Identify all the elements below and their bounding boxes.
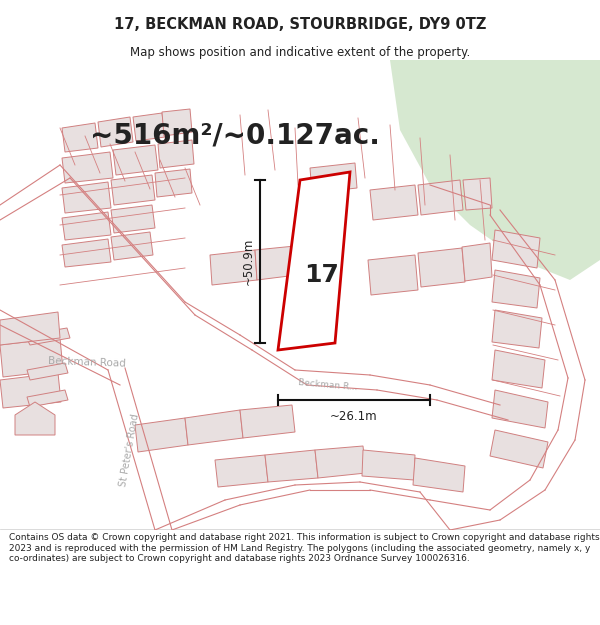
Polygon shape [310, 163, 357, 193]
Polygon shape [492, 390, 548, 428]
Text: 17, BECKMAN ROAD, STOURBRIDGE, DY9 0TZ: 17, BECKMAN ROAD, STOURBRIDGE, DY9 0TZ [114, 17, 486, 32]
Text: 17: 17 [305, 263, 340, 287]
Polygon shape [162, 109, 192, 136]
Polygon shape [490, 430, 548, 468]
Polygon shape [492, 230, 540, 268]
Polygon shape [0, 312, 60, 345]
Text: Beckman R...: Beckman R... [298, 378, 358, 392]
Text: ~26.1m: ~26.1m [330, 409, 378, 422]
Polygon shape [62, 212, 111, 240]
Text: Contains OS data © Crown copyright and database right 2021. This information is : Contains OS data © Crown copyright and d… [9, 533, 599, 563]
Polygon shape [62, 239, 111, 267]
Polygon shape [62, 182, 111, 213]
Polygon shape [390, 60, 600, 280]
Polygon shape [492, 310, 542, 348]
Polygon shape [98, 117, 133, 147]
Polygon shape [155, 169, 192, 197]
Polygon shape [315, 446, 366, 478]
Polygon shape [370, 185, 418, 220]
Polygon shape [62, 152, 113, 183]
Polygon shape [27, 390, 68, 407]
Polygon shape [462, 243, 492, 281]
Polygon shape [111, 205, 155, 233]
Polygon shape [210, 250, 257, 285]
Polygon shape [0, 338, 63, 377]
Polygon shape [240, 405, 295, 438]
Polygon shape [185, 410, 243, 445]
Polygon shape [265, 450, 318, 482]
Polygon shape [62, 123, 98, 152]
Text: Map shows position and indicative extent of the property.: Map shows position and indicative extent… [130, 46, 470, 59]
Text: ~50.9m: ~50.9m [241, 238, 254, 285]
Polygon shape [492, 350, 545, 388]
Polygon shape [278, 172, 350, 350]
Polygon shape [413, 458, 465, 492]
Polygon shape [215, 455, 268, 487]
Text: St Peter's Road: St Peter's Road [118, 412, 140, 488]
Polygon shape [135, 418, 188, 452]
Text: Beckman Road: Beckman Road [48, 356, 126, 368]
Polygon shape [133, 113, 165, 141]
Polygon shape [111, 232, 153, 260]
Polygon shape [15, 402, 55, 435]
Polygon shape [25, 328, 70, 345]
Polygon shape [368, 255, 418, 295]
Polygon shape [463, 178, 492, 210]
Polygon shape [492, 270, 540, 308]
Polygon shape [418, 180, 463, 215]
Polygon shape [111, 175, 155, 205]
Text: ~516m²/~0.127ac.: ~516m²/~0.127ac. [90, 121, 380, 149]
Polygon shape [113, 145, 158, 175]
Polygon shape [27, 363, 68, 380]
Polygon shape [0, 373, 61, 408]
Polygon shape [255, 246, 297, 280]
Polygon shape [158, 140, 194, 168]
Polygon shape [418, 248, 465, 287]
Polygon shape [362, 450, 415, 480]
